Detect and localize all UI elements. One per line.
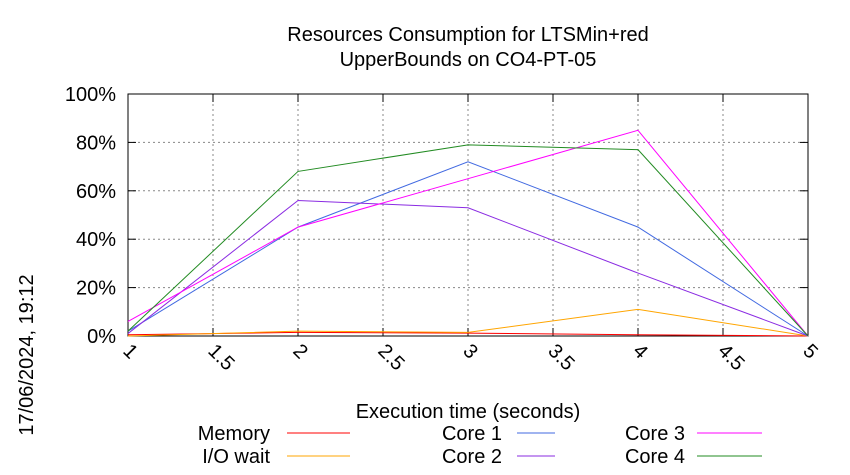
timestamp-label: 17/06/2024, 19:12	[16, 274, 38, 435]
x-tick-label: 3.5	[543, 340, 578, 375]
y-tick-label: 0%	[87, 326, 116, 348]
legend-label-core-3: Core 3	[625, 423, 685, 445]
series-line-core-2	[127, 199, 809, 337]
grid-lines	[128, 94, 808, 336]
series-line-i-o-wait	[127, 308, 809, 337]
legend-label-core-2: Core 2	[442, 446, 502, 468]
legend-label-core-4: Core 4	[625, 446, 685, 468]
y-tick-label: 60%	[76, 181, 116, 203]
y-tick-label: 40%	[76, 229, 116, 251]
legend-label-memory: Memory	[198, 423, 270, 445]
series-line-core-1	[127, 161, 809, 337]
series-line-core-4	[127, 144, 809, 337]
y-axis: 0% 20% 40% 60% 80% 100%	[65, 84, 808, 348]
x-tick-label: 2	[288, 340, 311, 363]
legend-label-i-o-wait: I/O wait	[202, 446, 270, 468]
x-tick-label: 4	[628, 340, 651, 363]
x-tick-label: 3	[458, 340, 481, 363]
x-tick-label: 1.5	[203, 340, 238, 375]
y-tick-label: 80%	[76, 132, 116, 154]
legend-label-core-1: Core 1	[442, 423, 502, 445]
x-tick-label: 2.5	[373, 340, 408, 375]
x-tick-label: 1	[118, 340, 141, 363]
series-line-core-3	[127, 129, 809, 337]
chart-title-line2: UpperBounds on CO4-PT-05	[340, 49, 597, 71]
x-tick-label: 5	[798, 340, 821, 363]
series-lines	[127, 129, 809, 337]
x-tick-label: 4.5	[713, 340, 748, 375]
y-tick-label: 20%	[76, 278, 116, 300]
chart-title-line1: Resources Consumption for LTSMin+red	[287, 24, 648, 46]
y-tick-label: 100%	[65, 84, 116, 106]
x-axis-label: Execution time (seconds)	[356, 401, 581, 423]
